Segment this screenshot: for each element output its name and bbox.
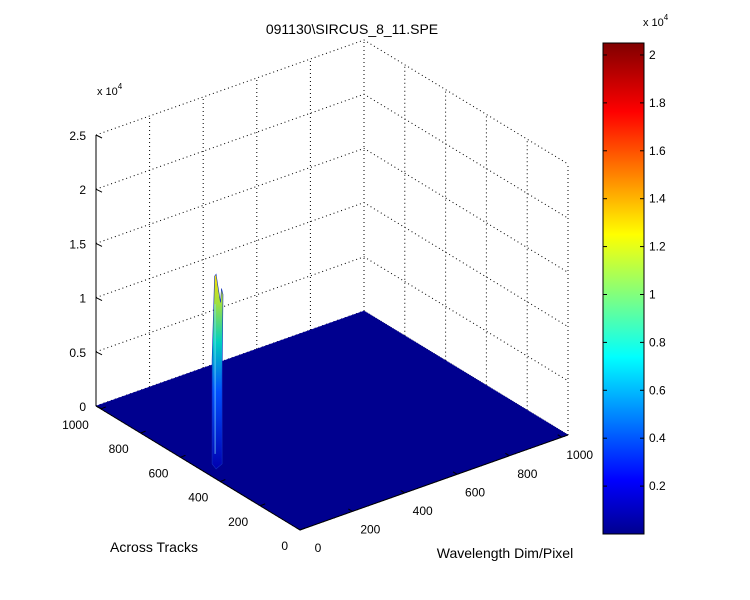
z-tick-label: 2: [79, 183, 86, 197]
y-tick-label: 0: [281, 539, 288, 553]
floor-surface: [95, 310, 569, 531]
x-tick: [505, 452, 510, 457]
y-tick-label: 800: [109, 442, 129, 456]
z-axis-ticks: 0 0.5 1 1.5 2 2.5: [69, 129, 103, 414]
y-tick: [100, 406, 106, 410]
z-tick: [95, 351, 103, 356]
y-tick: [180, 454, 186, 458]
colorbar-tick-label: 2: [649, 48, 656, 62]
y-tick-label: 400: [188, 491, 208, 505]
x-tick-label: 1000: [566, 448, 593, 462]
z-tick: [95, 297, 103, 302]
axes-lines: [95, 135, 569, 531]
surface-floor: [95, 310, 569, 531]
x-tick-label: 600: [465, 485, 485, 499]
z-tick: [95, 242, 103, 247]
colorbar-tick-label: 0.4: [649, 431, 666, 445]
colorbar-ticks: 0.2 0.4 0.6 0.8 1 1.2 1.4 1.6 1.8 2: [603, 48, 666, 493]
x-tick: [348, 508, 353, 512]
y-tick: [299, 527, 306, 531]
colorbar-tick-label: 0.6: [649, 383, 666, 397]
colorbar-tick-label: 1: [649, 287, 656, 301]
colorbar-tick-label: 1.6: [649, 144, 666, 158]
colorbar-tick-label: 1.2: [649, 240, 666, 254]
z-tick-label: 0: [79, 400, 86, 414]
x-axis-line: [299, 434, 569, 531]
grid-line: [95, 39, 569, 165]
y-axis-label: Across Tracks: [110, 539, 198, 555]
z-exponent-label: x 104: [97, 82, 123, 98]
z-tick-label: 1.5: [69, 237, 86, 251]
x-tick: [295, 527, 301, 531]
colorbar-gradient: [602, 42, 645, 535]
grid-line: [95, 147, 569, 273]
colorbar-tick-label: 0.8: [649, 335, 666, 349]
y-tick: [220, 479, 226, 483]
peak-spike: [211, 273, 224, 470]
x-tick-label: 0: [315, 541, 322, 555]
y-tick: [259, 503, 266, 507]
y-tick-label: 600: [148, 466, 168, 480]
colorbar-tick-label: 1.8: [649, 96, 666, 110]
colorbar-tick-label: 0.2: [649, 479, 666, 493]
grid-line: [95, 256, 569, 382]
x-tick: [452, 471, 458, 475]
x-tick: [557, 434, 562, 438]
grid-line: [95, 93, 569, 219]
colorbar-exponent-label: x 104: [643, 13, 669, 29]
z-tick-label: 1: [79, 292, 86, 306]
y-tick: [140, 430, 146, 434]
x-tick-label: 200: [360, 522, 380, 536]
z-tick: [95, 188, 103, 193]
z-tick: [95, 134, 103, 139]
x-axis-label: Wavelength Dim/Pixel: [437, 545, 573, 561]
z-tick-label: 0.5: [69, 346, 86, 360]
x-tick-label: 400: [413, 504, 433, 518]
x-axis-ticks: 0 200 400 600 800 1000: [295, 434, 593, 555]
y-axis-ticks: 0 200 400 600 800 1000: [62, 406, 306, 553]
y-tick-label: 200: [228, 515, 248, 529]
y-tick-label: 1000: [62, 418, 89, 432]
grid-line: [95, 202, 569, 328]
colorbar-tick-label: 1.4: [649, 192, 666, 206]
z-tick-label: 2.5: [69, 129, 86, 143]
chart-title: 091130\SIRCUS_8_11.SPE: [266, 21, 438, 37]
x-tick-label: 800: [517, 467, 537, 481]
y-axis-line: [95, 405, 301, 531]
x-tick: [400, 489, 405, 494]
colorbar: 0.2 0.4 0.6 0.8 1 1.2 1.4 1.6 1.8 2 x 104: [602, 13, 669, 535]
surface-peak: [211, 273, 224, 470]
